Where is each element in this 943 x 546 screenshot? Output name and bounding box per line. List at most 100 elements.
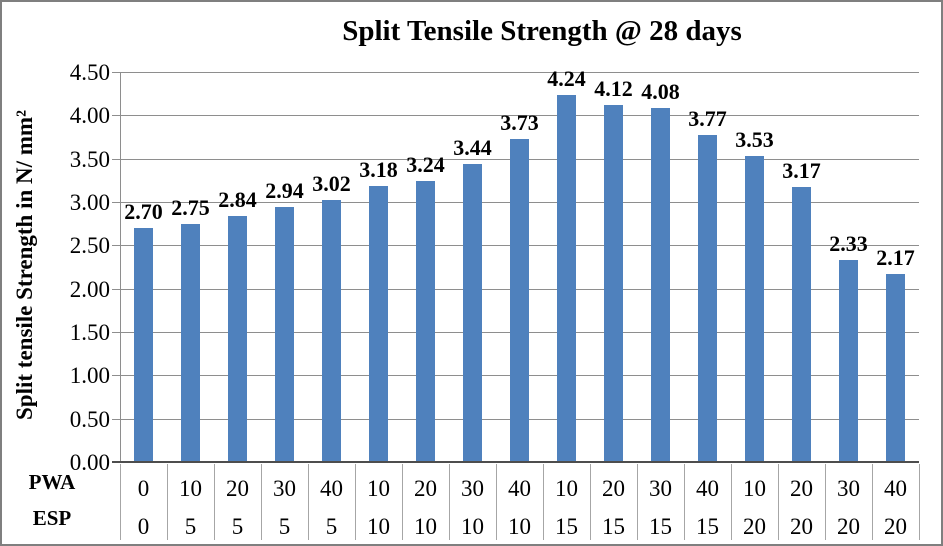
table-divider [214,464,215,540]
table-cell: 15 [602,514,625,539]
bar-value-label: 4.24 [547,65,586,91]
axis-tick [112,245,120,247]
axis-tick [112,375,120,377]
bar [416,181,435,462]
table-cell: 0 [137,514,150,539]
table-divider [590,464,591,540]
table-cell: 15 [555,514,578,539]
bar-value-label: 3.02 [312,171,351,197]
table-divider [496,464,497,540]
table-cell: 20 [743,514,766,539]
table-divider [355,464,356,540]
bar-value-label: 3.73 [500,109,539,135]
table-divider [684,464,685,540]
bar-value-label: 3.24 [406,152,445,178]
bar [745,156,764,462]
table-cell: 40 [320,476,343,501]
table-cell: 30 [273,476,296,501]
y-tick-label: 2.00 [69,276,110,302]
table-cell: 20 [790,476,813,501]
table-divider [731,464,732,540]
plot-area: 2.70 2.75 2.84 2.94 3.02 3.18 3.24 3.44 3.73 4.24… [112,67,919,462]
table-divider [261,464,262,540]
table-cell: 40 [884,476,907,501]
table-cell: 15 [649,514,672,539]
table-cell: 30 [461,476,484,501]
bar [510,138,529,462]
table-cell: 5 [231,514,244,539]
table-cell: 5 [325,514,338,539]
bar-value-label: 2.33 [829,231,868,257]
chart-title: Split Tensile Strength @ 28 days [342,15,742,47]
y-tick-label: 3.00 [69,190,110,215]
axis-tick [112,115,120,117]
table-cell: 20 [414,476,437,501]
table-divider [120,464,121,540]
axis-tick [112,332,120,333]
bar [181,223,200,462]
table-divider [872,464,873,540]
table-cell: 20 [790,514,813,539]
bar-value-label: 3.17 [782,158,821,184]
bar-value-label: 2.94 [265,178,304,204]
bar [463,163,482,462]
bar [886,273,905,462]
axis-tick [112,72,120,73]
y-axis-line [120,72,121,462]
table-cell: 40 [696,476,719,501]
table-cell: 10 [367,476,390,501]
table-divider [167,464,168,540]
bar-value-label: 4.12 [594,75,633,101]
axis-tick [112,288,120,290]
bar [228,215,247,462]
x-axis-line [112,461,919,463]
bar-value-label: 2.75 [171,194,210,220]
bar-value-label: 2.70 [124,199,163,224]
bar [134,228,153,462]
bar-value-label: 2.84 [218,186,257,212]
table-cell: 0 [137,476,150,501]
y-tick-label: 2.50 [69,233,110,259]
bar [275,207,294,462]
bar [369,186,388,462]
table-cell: 20 [837,514,860,539]
table-divider [919,464,920,540]
table-cell: 5 [184,514,197,539]
table-cell: 10 [367,514,390,539]
bar-value-label: 4.08 [641,79,680,105]
table-cell: 20 [884,514,907,539]
table-cell: 10 [555,476,578,501]
bar-value-label: 3.53 [735,127,774,153]
table-divider [825,464,826,540]
table-cell: 5 [278,514,291,539]
table-cell: 15 [696,514,719,539]
axis-tick [112,418,120,420]
bar-value-label: 2.17 [876,244,915,270]
table-cell: 20 [226,476,249,501]
y-tick-label: 3.50 [69,146,110,172]
y-tick-label: 1.50 [69,320,110,345]
table-cell: 40 [508,476,531,501]
table-cell: 10 [743,476,766,501]
y-tick-label: 4.00 [69,103,110,129]
table-cell: 10 [414,514,437,539]
table-cell: 10 [179,476,202,501]
table-divider [308,464,309,540]
gridline [120,115,919,117]
bar-value-label: 3.18 [359,157,398,183]
y-tick-label: 0.00 [69,450,110,475]
table-cell: 30 [649,476,672,501]
table-divider [543,464,544,540]
gridline [120,72,919,73]
bar [651,108,670,462]
table-cell: 10 [508,514,531,539]
y-tick-label: 0.50 [69,406,110,432]
table-cell: 30 [837,476,860,501]
axis-tick [112,158,120,160]
row-label-pwa: PWA [28,470,76,494]
table-divider [778,464,779,540]
bar-value-label: 3.77 [688,106,727,132]
table-cell: 20 [602,476,625,501]
bar [322,200,341,462]
